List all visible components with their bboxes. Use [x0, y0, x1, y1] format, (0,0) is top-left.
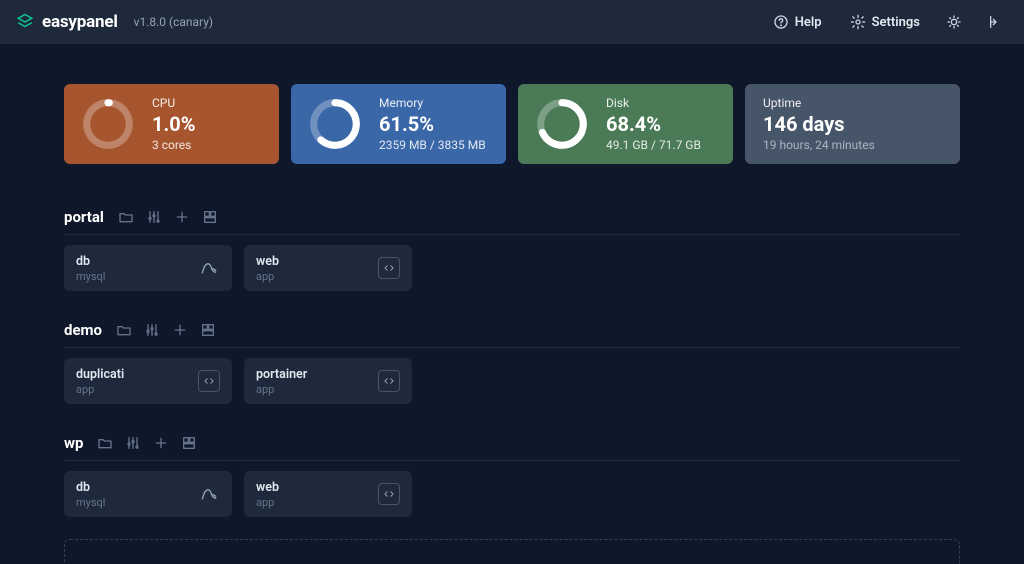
- brand[interactable]: easypanel: [16, 12, 118, 32]
- project-actions: [116, 322, 216, 338]
- sun-icon: [946, 14, 962, 30]
- uptime-detail: 19 hours, 24 minutes: [763, 138, 875, 152]
- sliders-icon[interactable]: [146, 209, 162, 225]
- sliders-icon[interactable]: [125, 435, 141, 451]
- brand-name: easypanel: [42, 12, 118, 32]
- mysql-icon: [198, 257, 220, 279]
- content: CPU 1.0% 3 cores Memory 61.5% 2359 MB / …: [0, 44, 1024, 564]
- template-icon[interactable]: [200, 322, 216, 338]
- memory-value: 61.5%: [379, 112, 486, 136]
- service-name: duplicati: [76, 367, 124, 382]
- services-row: duplicati app portainer app: [64, 358, 960, 404]
- code-icon: [378, 483, 400, 505]
- stat-uptime: Uptime 146 days 19 hours, 24 minutes: [745, 84, 960, 164]
- disk-value: 68.4%: [606, 112, 701, 136]
- uptime-value: 146 days: [763, 112, 875, 136]
- plus-icon[interactable]: [172, 322, 188, 338]
- stats-row: CPU 1.0% 3 cores Memory 61.5% 2359 MB / …: [64, 84, 960, 164]
- service-type: app: [256, 496, 279, 509]
- service-name: portainer: [256, 367, 307, 382]
- stat-memory: Memory 61.5% 2359 MB / 3835 MB: [291, 84, 506, 164]
- logout-button[interactable]: [980, 8, 1008, 36]
- service-type: app: [256, 270, 279, 283]
- folder-icon[interactable]: [116, 322, 132, 338]
- plus-icon[interactable]: [174, 209, 190, 225]
- service-type: mysql: [76, 496, 105, 509]
- cpu-detail: 3 cores: [152, 138, 196, 152]
- project-title[interactable]: demo: [64, 321, 102, 339]
- project-actions: [97, 435, 197, 451]
- logo-icon: [16, 13, 34, 31]
- service-name: web: [256, 480, 279, 495]
- stat-disk: Disk 68.4% 49.1 GB / 71.7 GB: [518, 84, 733, 164]
- services-row: db mysql web app: [64, 471, 960, 517]
- project-actions: [118, 209, 218, 225]
- settings-link[interactable]: Settings: [842, 8, 928, 36]
- service-name: db: [76, 480, 105, 495]
- service-card[interactable]: web app: [244, 245, 412, 291]
- disk-detail: 49.1 GB / 71.7 GB: [606, 138, 701, 152]
- service-card[interactable]: duplicati app: [64, 358, 232, 404]
- cpu-label: CPU: [152, 96, 196, 110]
- sliders-icon[interactable]: [144, 322, 160, 338]
- code-icon: [378, 370, 400, 392]
- template-icon[interactable]: [202, 209, 218, 225]
- service-card[interactable]: db mysql: [64, 245, 232, 291]
- code-icon: [198, 370, 220, 392]
- memory-label: Memory: [379, 96, 486, 110]
- gear-icon: [850, 14, 866, 30]
- project-header: wp: [64, 426, 960, 461]
- service-card[interactable]: portainer app: [244, 358, 412, 404]
- help-label: Help: [795, 15, 822, 30]
- cpu-value: 1.0%: [152, 112, 196, 136]
- cpu-ring: [82, 98, 134, 150]
- folder-icon[interactable]: [97, 435, 113, 451]
- project-title[interactable]: wp: [64, 434, 83, 452]
- disk-ring: [536, 98, 588, 150]
- project-header: demo: [64, 313, 960, 348]
- services-row: db mysql web app: [64, 245, 960, 291]
- logout-icon: [986, 14, 1002, 30]
- memory-detail: 2359 MB / 3835 MB: [379, 138, 486, 152]
- template-icon[interactable]: [181, 435, 197, 451]
- stat-cpu: CPU 1.0% 3 cores: [64, 84, 279, 164]
- service-name: web: [256, 254, 279, 269]
- folder-icon[interactable]: [118, 209, 134, 225]
- project-title[interactable]: portal: [64, 208, 104, 226]
- create-project-button[interactable]: Create Project: [64, 539, 960, 564]
- plus-icon[interactable]: [153, 435, 169, 451]
- uptime-label: Uptime: [763, 96, 875, 110]
- topbar: easypanel v1.8.0 (canary) Help Settings: [0, 0, 1024, 44]
- help-icon: [773, 14, 789, 30]
- settings-label: Settings: [872, 15, 920, 30]
- service-type: mysql: [76, 270, 105, 283]
- service-type: app: [76, 383, 124, 396]
- service-card[interactable]: web app: [244, 471, 412, 517]
- service-type: app: [256, 383, 307, 396]
- help-link[interactable]: Help: [765, 8, 830, 36]
- theme-toggle[interactable]: [940, 8, 968, 36]
- project-header: portal: [64, 200, 960, 235]
- memory-ring: [309, 98, 361, 150]
- version-label: v1.8.0 (canary): [134, 15, 213, 29]
- code-icon: [378, 257, 400, 279]
- mysql-icon: [198, 483, 220, 505]
- service-name: db: [76, 254, 105, 269]
- service-card[interactable]: db mysql: [64, 471, 232, 517]
- disk-label: Disk: [606, 96, 701, 110]
